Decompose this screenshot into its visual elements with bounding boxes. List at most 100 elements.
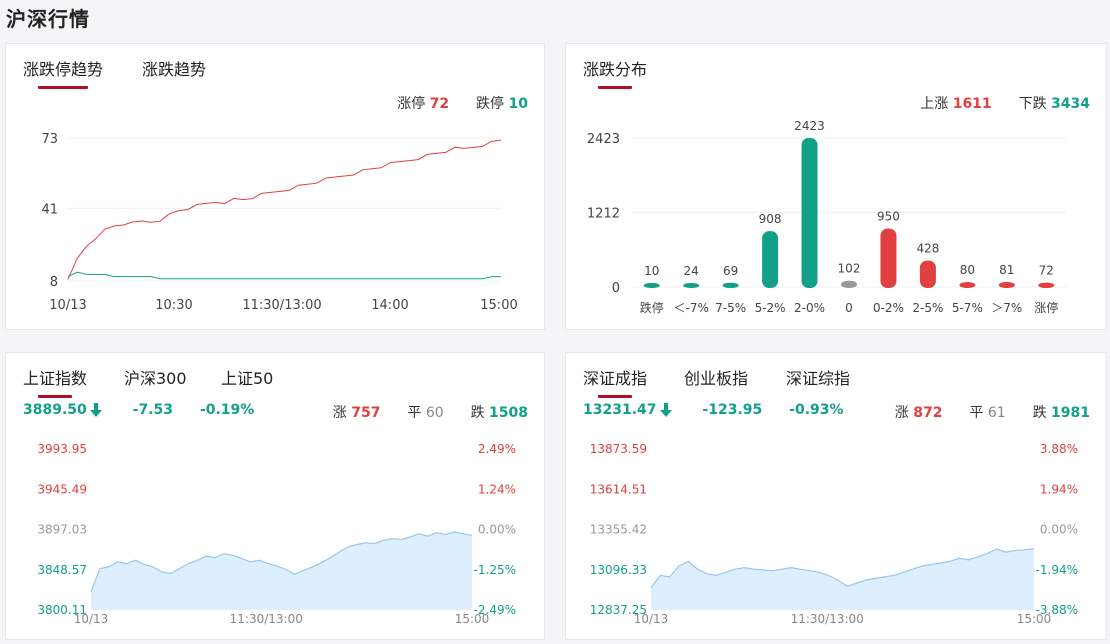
bar-value-label: 24 [684, 264, 699, 278]
y-tick-label-left: 13355.42 [590, 523, 647, 537]
sz-index-panel: 深证成指 创业板指 深证综指 13231.47 -123.95 -0.93% 涨… [565, 352, 1107, 640]
y-tick-label-right: 2.49% [478, 442, 516, 456]
tab-rise-fall-trend[interactable]: 涨跌趋势 [142, 60, 207, 79]
x-tick-label: 14:00 [371, 298, 408, 313]
tab-distribution[interactable]: 涨跌分布 [583, 56, 647, 89]
y-tick-label: 8 [50, 275, 58, 290]
down-count-value: 3434 [1051, 96, 1090, 112]
x-tick-label: 0 [845, 301, 853, 315]
tab-limit-trend[interactable]: 涨跌停趋势 [23, 56, 103, 89]
tab-chinext[interactable]: 创业板指 [684, 369, 749, 388]
y-tick-label-right: 0.00% [478, 523, 516, 537]
down-count-label: 下跌 [1018, 96, 1047, 112]
sh-down-value: 1508 [489, 405, 528, 421]
up-count-label: 上涨 [920, 96, 949, 112]
y-tick-label-left: 3993.95 [37, 442, 87, 456]
x-tick-label: 5-7% [952, 301, 983, 315]
y-tick-label-right: 0.00% [1040, 523, 1078, 537]
x-tick-label: 11:30/13:00 [791, 612, 864, 626]
sh-change-pct: -0.19% [199, 402, 255, 418]
down-arrow-icon [659, 403, 672, 417]
sh-up-label: 涨 [332, 405, 347, 421]
x-tick-label: 15:00 [480, 298, 517, 313]
x-tick-label: 11:30/13:00 [230, 612, 303, 626]
limit-trend-chart: 73 41 8 10/13 10:30 11:30/13:00 14:00 15:00 [41, 132, 517, 313]
bar-value-label: 72 [1039, 264, 1054, 278]
y-tick-label-left: 13096.33 [590, 563, 647, 577]
y-tick-label-left: 12837.25 [590, 603, 647, 617]
bar-value-label: 908 [759, 212, 782, 226]
x-tick-label: 0-2% [873, 301, 904, 315]
bar-value-label: 102 [838, 262, 861, 276]
bar-value-label: 950 [877, 210, 900, 224]
sh-up-value: 757 [351, 405, 381, 421]
tab-sse50[interactable]: 上证50 [221, 369, 274, 388]
sh-flat-value: 60 [425, 405, 444, 421]
limit-stats: 涨停 72 跌停 10 [397, 93, 528, 113]
y-tick-label-right: -1.25% [474, 563, 516, 577]
limit-up-label: 涨停 [397, 96, 426, 112]
x-tick-label: 7-5% [715, 301, 746, 315]
sh-price: 3889.50 [23, 402, 87, 418]
limit-up-series-line [67, 139, 502, 280]
bar-value-label: 10 [644, 264, 659, 278]
sz-down-value: 1981 [1051, 405, 1090, 421]
bar-value-label: 69 [723, 264, 738, 278]
y-tick-label-right: -2.49% [474, 603, 516, 617]
bar [841, 280, 857, 288]
sh-flat-label: 平 [407, 405, 422, 421]
sz-up-label: 涨 [894, 405, 909, 421]
distribution-chart: 2423 1212 0 10 跌停 24 ＜-7% 69 7-5% 908 5-2% 2423 2-0%… [587, 119, 1066, 315]
bar [722, 282, 739, 288]
y-tick-label-left: 3897.03 [37, 523, 87, 537]
y-tick-label-left: 3800.11 [37, 603, 87, 617]
sh-intraday-chart: 3993.95 2.49% 3945.49 1.24% 3897.03 0.00% 3848… [37, 442, 516, 626]
sh-index-panel: 上证指数 沪深300 上证50 3889.50 -7.53 -0.19% 涨 7… [5, 352, 545, 640]
x-tick-label: 15:00 [455, 612, 490, 626]
page-title: 沪深行情 [6, 7, 90, 31]
y-tick-label-left: 3848.57 [37, 563, 87, 577]
tab-sh-composite[interactable]: 上证指数 [23, 365, 87, 398]
y-tick-label: 1212 [587, 206, 620, 221]
bar [1038, 282, 1055, 288]
sz-change-pct: -0.93% [789, 402, 844, 418]
sz-breadth: 涨 872 平 61 跌 1981 [895, 402, 1090, 422]
sz-flat-value: 61 [987, 405, 1006, 421]
y-tick-label: 41 [41, 202, 58, 217]
sz-intraday-chart: 13873.59 3.88% 13614.51 1.94% 13355.42 0.00% 1… [590, 442, 1078, 626]
y-tick-label-right: -3.88% [1036, 603, 1078, 617]
bar [801, 138, 818, 288]
x-tick-label: ＞7% [991, 301, 1022, 315]
x-tick-label: 2-0% [794, 301, 825, 315]
limit-down-value: 10 [508, 96, 528, 112]
x-tick-label: 5-2% [755, 301, 786, 315]
sz-flat-label: 平 [969, 405, 984, 421]
y-tick-label-right: 1.24% [478, 482, 516, 496]
sh-down-label: 跌 [470, 405, 485, 421]
y-tick-label: 73 [41, 132, 58, 147]
tab-csi300[interactable]: 沪深300 [124, 369, 187, 388]
sz-price: 13231.47 [583, 402, 657, 418]
tab-sz-component[interactable]: 深证成指 [583, 365, 647, 398]
bar [643, 283, 660, 288]
y-tick-label-right: -1.94% [1036, 563, 1078, 577]
y-tick-label-right: 1.94% [1040, 482, 1078, 496]
y-tick-label: 2423 [587, 132, 620, 147]
limit-up-value: 72 [429, 96, 450, 112]
y-tick-label-left: 3945.49 [37, 482, 87, 496]
y-tick-label-left: 13873.59 [590, 442, 647, 456]
sh-change: -7.53 [132, 402, 174, 418]
x-tick-label: 2-5% [912, 301, 943, 315]
limit-down-label: 跌停 [476, 96, 505, 112]
price-area [91, 532, 472, 610]
bar [919, 260, 936, 288]
y-tick-label: 0 [612, 281, 620, 296]
down-arrow-icon [89, 403, 102, 417]
sh-breadth: 涨 757 平 60 跌 1508 [333, 402, 528, 422]
bar-value-label: 81 [999, 263, 1014, 277]
sz-down-label: 跌 [1032, 405, 1047, 421]
x-tick-label: 涨停 [1034, 300, 1058, 315]
sz-up-value: 872 [913, 405, 943, 421]
tab-sz-composite[interactable]: 深证综指 [786, 369, 851, 388]
sz-quote: 13231.47 -123.95 -0.93% [583, 402, 844, 418]
